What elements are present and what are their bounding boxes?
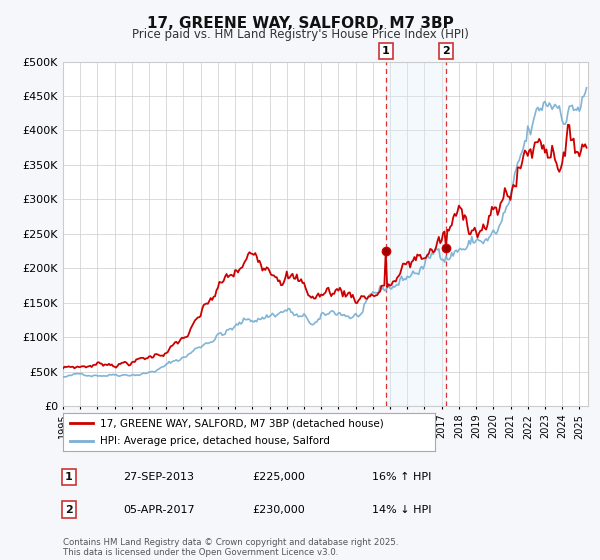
Text: £230,000: £230,000	[252, 505, 305, 515]
Text: 14% ↓ HPI: 14% ↓ HPI	[372, 505, 431, 515]
Text: 1: 1	[65, 472, 73, 482]
Text: HPI: Average price, detached house, Salford: HPI: Average price, detached house, Salf…	[100, 436, 330, 446]
Text: 16% ↑ HPI: 16% ↑ HPI	[372, 472, 431, 482]
Text: 27-SEP-2013: 27-SEP-2013	[123, 472, 194, 482]
Text: 1: 1	[382, 46, 389, 56]
Text: 17, GREENE WAY, SALFORD, M7 3BP: 17, GREENE WAY, SALFORD, M7 3BP	[146, 16, 454, 31]
Text: 17, GREENE WAY, SALFORD, M7 3BP (detached house): 17, GREENE WAY, SALFORD, M7 3BP (detache…	[100, 418, 384, 428]
Text: 2: 2	[442, 46, 450, 56]
Text: Contains HM Land Registry data © Crown copyright and database right 2025.
This d: Contains HM Land Registry data © Crown c…	[63, 538, 398, 557]
Text: 05-APR-2017: 05-APR-2017	[123, 505, 194, 515]
Bar	[386, 62, 446, 406]
Text: £225,000: £225,000	[252, 472, 305, 482]
Text: 2: 2	[65, 505, 73, 515]
Text: Price paid vs. HM Land Registry's House Price Index (HPI): Price paid vs. HM Land Registry's House …	[131, 28, 469, 41]
